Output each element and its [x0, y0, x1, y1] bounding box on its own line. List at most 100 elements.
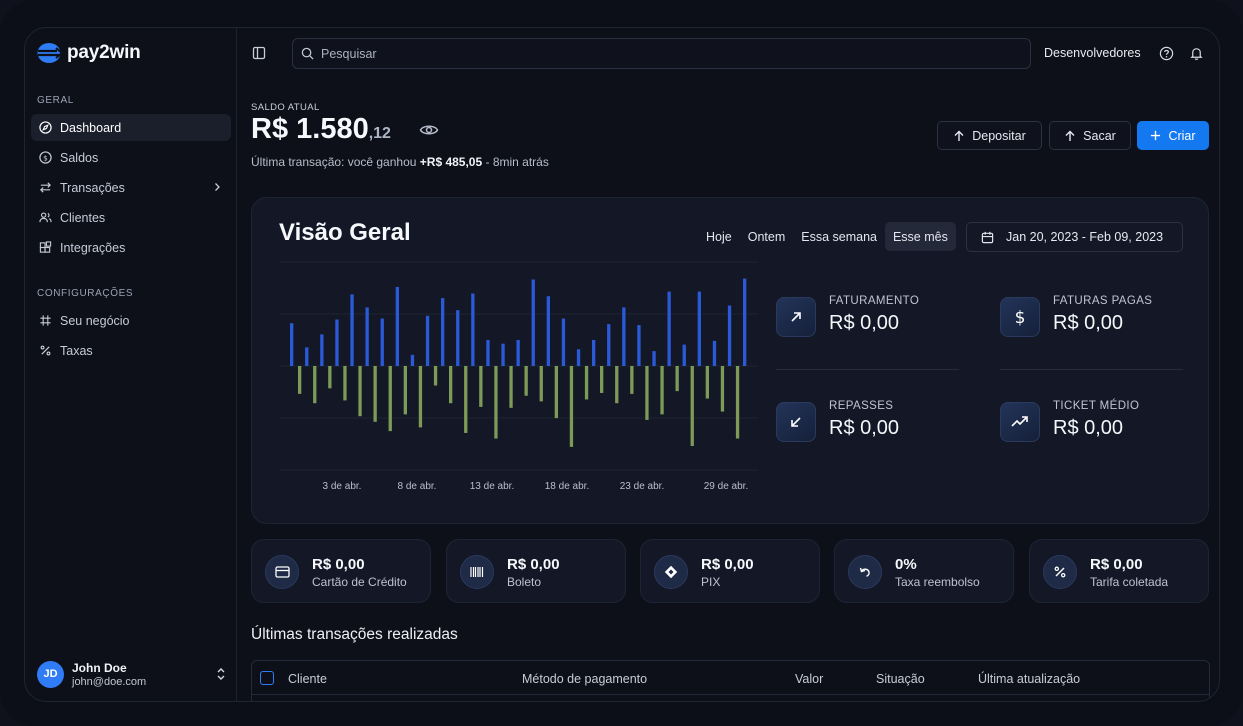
chart-bar-negative[interactable] — [675, 366, 679, 392]
chart-bar-negative[interactable] — [735, 366, 740, 439]
chart-bar-negative[interactable] — [403, 366, 407, 415]
chart-bar-positive[interactable] — [727, 305, 732, 366]
stat-value: R$ 0,00 — [829, 417, 900, 439]
chart-bar-negative[interactable] — [494, 366, 498, 439]
chart-bar-positive[interactable] — [290, 323, 294, 366]
filter-this-week[interactable]: Essa semana — [801, 229, 877, 244]
chart-bar-positive[interactable] — [637, 325, 641, 366]
chart-bar-positive[interactable] — [592, 339, 596, 366]
chart-bar-positive[interactable] — [335, 319, 339, 367]
chart-bar-negative[interactable] — [660, 366, 664, 415]
sidebar-item-clientes[interactable]: Clientes — [31, 204, 231, 231]
search-input[interactable] — [321, 46, 1001, 61]
chart-bar-positive[interactable] — [441, 298, 445, 366]
filter-today[interactable]: Hoje — [706, 229, 732, 244]
chart-bar-negative[interactable] — [343, 366, 347, 401]
chart-bar-negative[interactable] — [433, 366, 438, 386]
chart-bar-positive[interactable] — [652, 351, 656, 366]
chart-bar-positive[interactable] — [486, 339, 490, 366]
sidebar-item-integracoes[interactable]: Integrações — [31, 234, 231, 261]
summary-card-refund-rate[interactable]: 0% Taxa reembolso — [834, 539, 1014, 603]
chart-bar-negative[interactable] — [615, 366, 619, 404]
user-menu[interactable]: JD John Doe john@doe.com — [37, 657, 227, 691]
sidebar-item-taxas[interactable]: Taxas — [31, 337, 231, 364]
create-button[interactable]: Criar — [1137, 121, 1209, 150]
summary-card-boleto[interactable]: R$ 0,00 Boleto — [446, 539, 626, 603]
chart-bar-positive[interactable] — [471, 293, 475, 366]
eye-icon[interactable] — [419, 123, 439, 137]
withdraw-button[interactable]: Sacar — [1049, 121, 1131, 150]
filter-yesterday[interactable]: Ontem — [747, 229, 786, 244]
chart-bar-negative[interactable] — [720, 366, 725, 412]
column-header-situacao[interactable]: Situação — [876, 672, 925, 686]
chart-bar-positive[interactable] — [456, 310, 460, 366]
column-header-metodo[interactable]: Método de pagamento — [522, 672, 648, 686]
column-header-atualizacao[interactable]: Última atualização — [978, 672, 1081, 686]
chart-bar-negative[interactable] — [705, 366, 709, 399]
chart-bar-positive[interactable] — [305, 347, 309, 366]
chart-bar-negative[interactable] — [690, 366, 694, 446]
sidebar-item-saldos[interactable]: $ Saldos — [31, 144, 231, 171]
chart-bar-negative[interactable] — [418, 366, 423, 428]
search-bar[interactable] — [292, 38, 1031, 69]
chart-bar-positive[interactable] — [561, 318, 566, 366]
sidebar-item-seu-negocio[interactable]: Seu negócio — [31, 307, 231, 334]
chart-bar-negative[interactable] — [358, 366, 362, 417]
chart-bar-positive[interactable] — [622, 307, 626, 366]
chart-bar-positive[interactable] — [712, 340, 717, 366]
select-all-checkbox[interactable] — [260, 671, 274, 685]
column-header-cliente[interactable]: Cliente — [288, 672, 327, 686]
chart-bar-negative[interactable] — [464, 366, 468, 433]
chart-bar-negative[interactable] — [600, 366, 604, 393]
chart-bar-positive[interactable] — [607, 324, 611, 366]
chart-bar-positive[interactable] — [682, 344, 686, 366]
chart-bar-negative[interactable] — [509, 366, 513, 408]
deposit-button[interactable]: Depositar — [937, 121, 1042, 150]
bell-icon[interactable] — [1189, 46, 1204, 61]
chart-bar-positive[interactable] — [350, 294, 354, 366]
chart-bar-positive[interactable] — [743, 278, 747, 366]
chart-bar-negative[interactable] — [373, 366, 377, 422]
chart-bar-negative[interactable] — [584, 366, 589, 400]
chart-bar-positive[interactable] — [425, 315, 430, 366]
chart-bar-negative[interactable] — [388, 366, 392, 432]
chart-bar-negative[interactable] — [554, 366, 558, 419]
chart-bar-negative[interactable] — [539, 366, 543, 402]
summary-card-credit-card[interactable]: R$ 0,00 Cartão de Crédito — [251, 539, 431, 603]
sidebar-item-transacoes[interactable]: Transações — [31, 174, 231, 201]
chart-bar-negative[interactable] — [479, 366, 483, 407]
chart-bar-positive[interactable] — [395, 286, 399, 366]
chart-bar-negative[interactable] — [298, 366, 302, 394]
help-icon[interactable] — [1159, 46, 1174, 61]
chart-bar-positive[interactable] — [365, 307, 369, 366]
developers-link[interactable]: Desenvolvedores — [1044, 46, 1141, 60]
chart-bar-positive[interactable] — [501, 343, 505, 366]
date-range-picker[interactable]: Jan 20, 2023 - Feb 09, 2023 — [966, 222, 1183, 252]
chart-bar-negative[interactable] — [313, 366, 317, 404]
summary-card-pix[interactable]: R$ 0,00 PIX — [640, 539, 820, 603]
chevrons-up-down-icon[interactable] — [215, 666, 227, 682]
filter-this-month[interactable]: Esse mês — [884, 222, 956, 251]
chart-bar-positive[interactable] — [546, 296, 550, 366]
summary-card-fee-collected[interactable]: R$ 0,00 Tarifa coletada — [1029, 539, 1209, 603]
chart-bar-negative[interactable] — [569, 366, 574, 447]
logo[interactable]: pay2win — [37, 42, 141, 64]
hash-icon — [39, 314, 52, 327]
chart-bar-positive[interactable] — [380, 318, 384, 366]
column-header-valor[interactable]: Valor — [795, 672, 824, 686]
chart-bar-positive[interactable] — [576, 349, 581, 366]
chart-bar-negative[interactable] — [630, 366, 634, 394]
sidebar-toggle-icon[interactable] — [252, 46, 266, 60]
sidebar-item-dashboard[interactable]: Dashboard — [31, 114, 231, 141]
chart-bar-positive[interactable] — [320, 334, 324, 366]
chart-bar-positive[interactable] — [516, 339, 520, 366]
chart-bar-positive[interactable] — [531, 279, 535, 366]
stat-faturas-pagas: $ FATURAS PAGAS R$ 0,00 — [1000, 295, 1200, 341]
chart-bar-negative[interactable] — [645, 366, 649, 420]
chart-bar-negative[interactable] — [328, 366, 332, 389]
chart-bar-positive[interactable] — [697, 291, 701, 366]
chart-bar-positive[interactable] — [410, 354, 415, 366]
chart-bar-negative[interactable] — [524, 366, 528, 396]
chart-bar-negative[interactable] — [449, 366, 453, 404]
chart-bar-positive[interactable] — [667, 291, 671, 366]
